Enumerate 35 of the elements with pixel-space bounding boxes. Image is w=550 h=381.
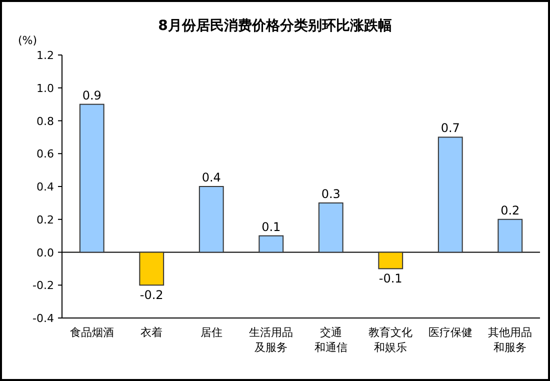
data-label: 0.9 bbox=[82, 88, 102, 102]
data-label: 0.2 bbox=[500, 203, 520, 218]
y-tick-label: -0.4 bbox=[32, 312, 54, 325]
data-label: 0.4 bbox=[202, 170, 221, 184]
y-tick-label: 0.4 bbox=[36, 180, 54, 194]
chart-title: 8月份居民消费价格分类别环比涨跌幅 bbox=[158, 18, 392, 34]
bar bbox=[318, 202, 344, 253]
x-tick-label: 医疗保健 bbox=[428, 326, 472, 339]
y-tick-label: -0.2 bbox=[32, 279, 54, 292]
data-label: 0.1 bbox=[262, 220, 281, 234]
bar bbox=[378, 252, 404, 270]
x-tick-label: 衣着 bbox=[140, 326, 163, 339]
y-axis-title: (%) bbox=[18, 34, 38, 47]
bar bbox=[498, 218, 523, 253]
data-label: 0.7 bbox=[440, 121, 460, 136]
y-tick-label: 0.8 bbox=[36, 114, 54, 128]
bar bbox=[438, 136, 463, 253]
data-label: -0.1 bbox=[378, 272, 402, 286]
y-tick-label: 0.0 bbox=[36, 246, 54, 260]
x-tick-label: 教育文化和娱乐 bbox=[368, 326, 413, 354]
x-tick-label: 食品烟酒 bbox=[70, 326, 114, 339]
x-tick-label: 生活用品及服务 bbox=[249, 326, 294, 354]
bar bbox=[258, 235, 284, 253]
bar bbox=[139, 252, 164, 286]
y-tick-label: 1.0 bbox=[36, 82, 54, 95]
data-label: 0.3 bbox=[321, 186, 340, 201]
data-label: -0.2 bbox=[140, 288, 164, 302]
y-tick-label: 1.2 bbox=[36, 49, 54, 62]
y-tick-label: 0.2 bbox=[36, 213, 54, 226]
x-tick-label: 其他用品和服务 bbox=[488, 326, 532, 354]
y-tick-label: 0.6 bbox=[36, 148, 54, 161]
bar bbox=[198, 186, 224, 253]
bar bbox=[79, 104, 104, 253]
x-tick-label: 交通和通信 bbox=[314, 326, 348, 354]
x-tick-label: 居住 bbox=[200, 326, 222, 339]
